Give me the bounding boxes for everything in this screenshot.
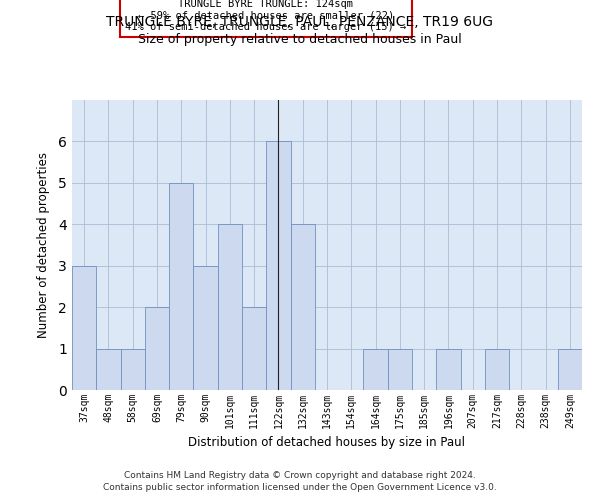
Bar: [169, 183, 193, 390]
Bar: [145, 307, 169, 390]
Bar: [485, 348, 509, 390]
Bar: [242, 307, 266, 390]
Y-axis label: Number of detached properties: Number of detached properties: [37, 152, 50, 338]
Bar: [72, 266, 96, 390]
Bar: [96, 348, 121, 390]
Text: TRUNGLE BYRE TRUNGLE: 124sqm
← 59% of detached houses are smaller (22)
41% of se: TRUNGLE BYRE TRUNGLE: 124sqm ← 59% of de…: [125, 0, 406, 32]
Bar: [193, 266, 218, 390]
Text: Contains public sector information licensed under the Open Government Licence v3: Contains public sector information licen…: [103, 484, 497, 492]
Bar: [290, 224, 315, 390]
X-axis label: Distribution of detached houses by size in Paul: Distribution of detached houses by size …: [188, 436, 466, 450]
Bar: [436, 348, 461, 390]
Bar: [266, 142, 290, 390]
Bar: [558, 348, 582, 390]
Bar: [218, 224, 242, 390]
Bar: [388, 348, 412, 390]
Text: Contains HM Land Registry data © Crown copyright and database right 2024.: Contains HM Land Registry data © Crown c…: [124, 471, 476, 480]
Text: TRUNGLE BYRE, TRUNGLE, PAUL, PENZANCE, TR19 6UG: TRUNGLE BYRE, TRUNGLE, PAUL, PENZANCE, T…: [107, 15, 493, 29]
Text: Size of property relative to detached houses in Paul: Size of property relative to detached ho…: [138, 32, 462, 46]
Bar: [364, 348, 388, 390]
Bar: [121, 348, 145, 390]
